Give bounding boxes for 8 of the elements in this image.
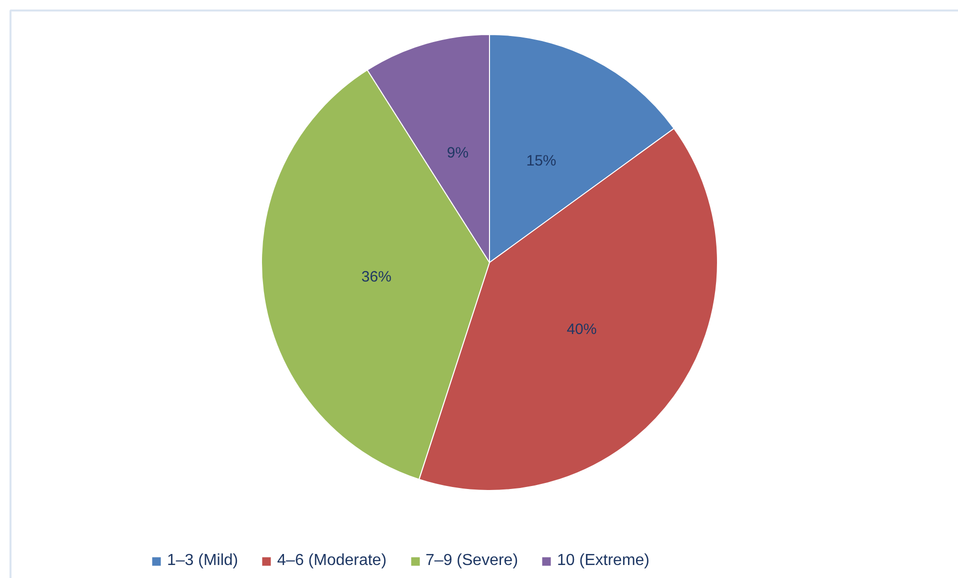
legend-label: 4–6 (Moderate): [277, 552, 387, 570]
data-label: 36%: [361, 268, 392, 286]
data-label: 9%: [446, 144, 469, 162]
data-label: 40%: [566, 321, 597, 338]
legend-label: 1–3 (Mild): [167, 552, 238, 570]
legend-label: 10 (Extreme): [557, 552, 650, 570]
legend-label: 7–9 (Severe): [426, 552, 518, 570]
data-label: 15%: [526, 152, 556, 170]
